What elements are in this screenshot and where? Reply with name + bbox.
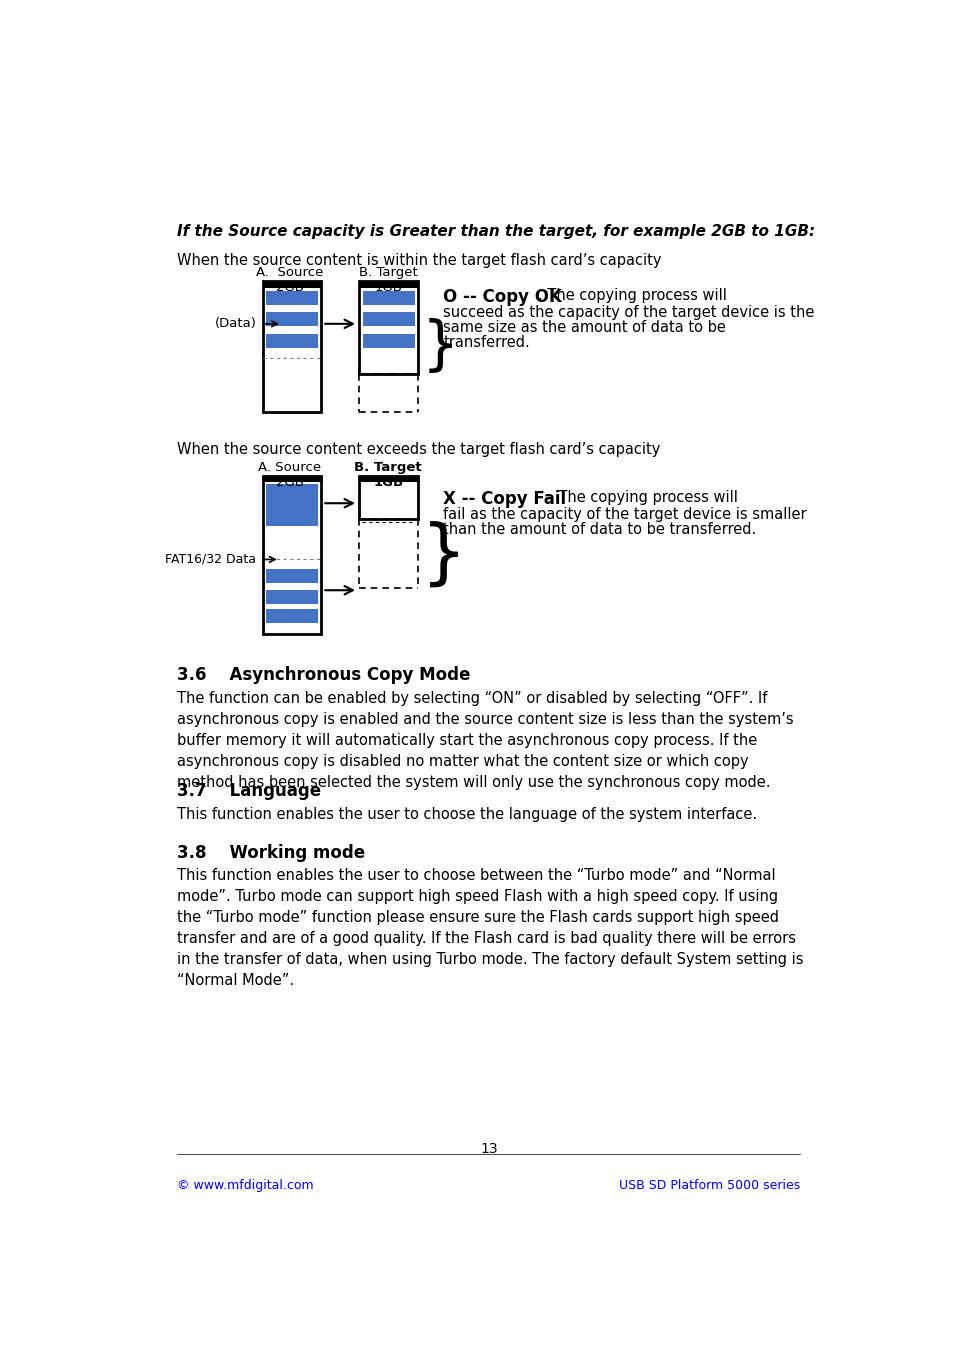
Text: (Data): (Data)	[214, 317, 256, 331]
Bar	[266, 569, 317, 582]
Text: fail as the capacity of the target device is smaller: fail as the capacity of the target devic…	[443, 507, 806, 521]
Text: }: }	[421, 319, 458, 376]
Text: B. Target
1GB: B. Target 1GB	[354, 461, 421, 489]
Text: B. Target
1GB: B. Target 1GB	[358, 266, 417, 295]
Text: transferred.: transferred.	[443, 335, 530, 350]
Text: A.  Source
2GB: A. Source 2GB	[255, 266, 323, 295]
Bar	[262, 477, 320, 634]
Text: FAT16/32 Data: FAT16/32 Data	[165, 553, 256, 566]
Bar	[359, 281, 417, 374]
Bar	[362, 312, 415, 326]
Text: 3.7    Language: 3.7 Language	[177, 782, 321, 800]
Bar	[262, 281, 320, 412]
Text: succeed as the capacity of the target device is the: succeed as the capacity of the target de…	[443, 304, 814, 320]
Bar	[359, 477, 417, 482]
Text: . The copying process will: . The copying process will	[537, 288, 726, 303]
Bar	[266, 312, 317, 326]
Text: A. Source
2GB: A. Source 2GB	[258, 461, 321, 489]
Bar	[262, 477, 320, 482]
Text: 3.8    Working mode: 3.8 Working mode	[177, 843, 365, 862]
Text: . The copying process will: . The copying process will	[548, 490, 737, 505]
Text: When the source content is within the target flash card’s capacity: When the source content is within the ta…	[177, 253, 661, 267]
Text: The function can be enabled by selecting “ON” or disabled by selecting “OFF”. If: The function can be enabled by selecting…	[177, 692, 793, 790]
Bar	[266, 290, 317, 304]
Bar	[266, 334, 317, 347]
Text: If the Source capacity is Greater than the target, for example 2GB to 1GB:: If the Source capacity is Greater than t…	[177, 224, 815, 239]
Bar	[359, 477, 417, 519]
Bar	[266, 590, 317, 604]
Bar	[362, 334, 415, 347]
Bar	[262, 281, 320, 288]
Text: © www.mfdigital.com: © www.mfdigital.com	[177, 1178, 314, 1192]
Text: When the source content exceeds the target flash card’s capacity: When the source content exceeds the targ…	[177, 442, 660, 457]
Text: 3.6    Asynchronous Copy Mode: 3.6 Asynchronous Copy Mode	[177, 666, 470, 685]
Text: This function enables the user to choose between the “Turbo mode” and “Normal
mo: This function enables the user to choose…	[177, 869, 803, 988]
Bar	[362, 290, 415, 304]
Text: same size as the amount of data to be: same size as the amount of data to be	[443, 320, 725, 335]
Bar	[359, 281, 417, 288]
Text: 13: 13	[479, 1142, 497, 1155]
Text: than the amount of data to be transferred.: than the amount of data to be transferre…	[443, 523, 756, 538]
Bar	[266, 609, 317, 623]
Text: }: }	[421, 520, 467, 589]
Text: USB SD Platform 5000 series: USB SD Platform 5000 series	[618, 1178, 800, 1192]
Text: X -- Copy Fail: X -- Copy Fail	[443, 490, 566, 508]
Text: This function enables the user to choose the language of the system interface.: This function enables the user to choose…	[177, 807, 757, 821]
Bar	[266, 484, 317, 527]
Text: O -- Copy OK: O -- Copy OK	[443, 288, 561, 305]
